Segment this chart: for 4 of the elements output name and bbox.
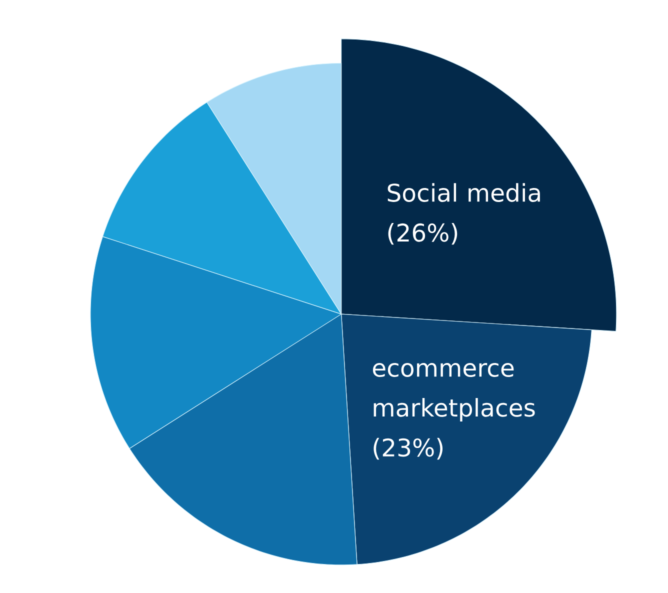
slice-label: ecommerce marketplaces: [372, 362, 535, 422]
data-label: (26%): [388, 222, 458, 245]
slice-label: Social media: [388, 183, 540, 202]
data-label: (23%): [374, 438, 443, 460]
